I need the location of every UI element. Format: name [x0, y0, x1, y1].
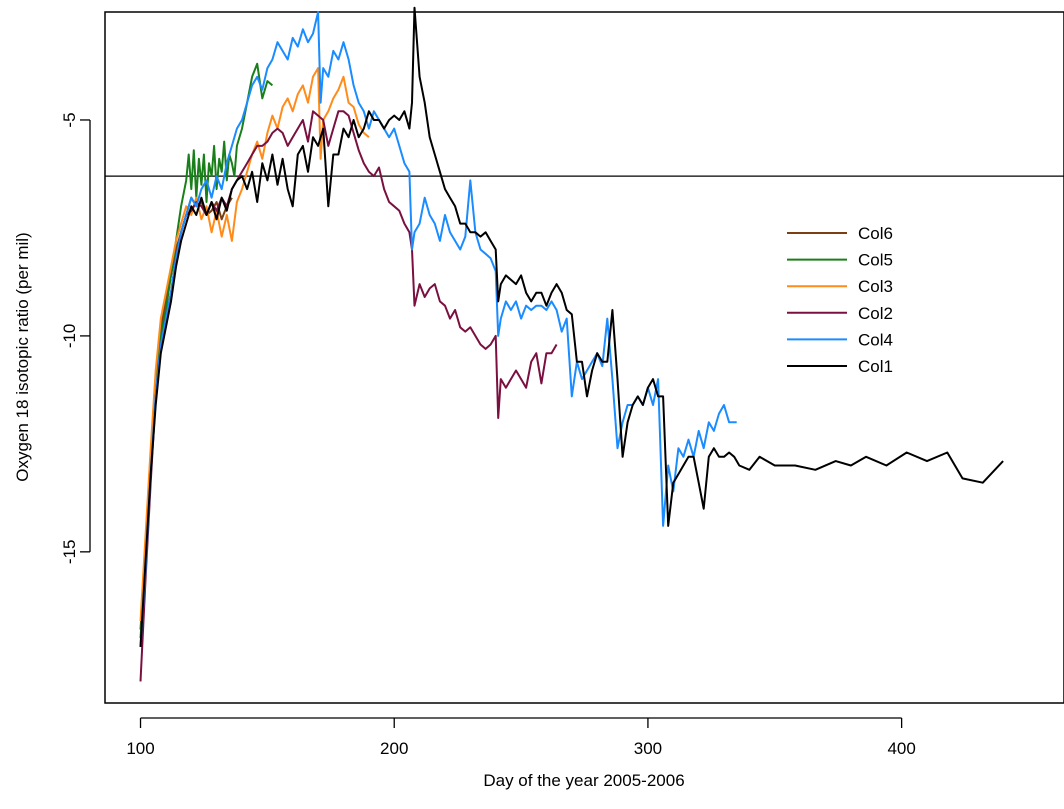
legend-label-col2: Col2: [858, 304, 893, 323]
y-axis: -15 -10 -5: [60, 112, 91, 565]
legend-label-col1: Col1: [858, 357, 893, 376]
series-line-col1: [139, 6, 1004, 647]
x-tick-label: 100: [126, 739, 154, 758]
legend-label-col3: Col3: [858, 277, 893, 296]
legend-label-col5: Col5: [858, 251, 893, 270]
x-axis: 100 200 300 400: [126, 717, 916, 758]
x-axis-label: Day of the year 2005-2006: [483, 771, 684, 790]
series-layer: [139, 6, 1004, 682]
x-tick-label: 200: [380, 739, 408, 758]
series-line-col3: [139, 67, 370, 621]
y-tick-label: -10: [60, 324, 79, 349]
series-line-col2: [139, 110, 558, 682]
legend-label-col6: Col6: [858, 224, 893, 243]
y-axis-label: Oxygen 18 isotopic ratio (per mil): [13, 232, 32, 481]
plot-frame: [104, 11, 1064, 704]
x-tick-label: 300: [634, 739, 662, 758]
legend-label-col4: Col4: [858, 330, 893, 349]
series-line-col4: [139, 11, 737, 647]
y-tick-label: -15: [60, 540, 79, 565]
legend: Col6 Col5 Col3 Col2 Col4 Col1: [787, 224, 893, 376]
series-line-col5: [139, 62, 274, 639]
y-tick-label: -5: [60, 112, 79, 127]
x-tick-label: 400: [887, 739, 915, 758]
